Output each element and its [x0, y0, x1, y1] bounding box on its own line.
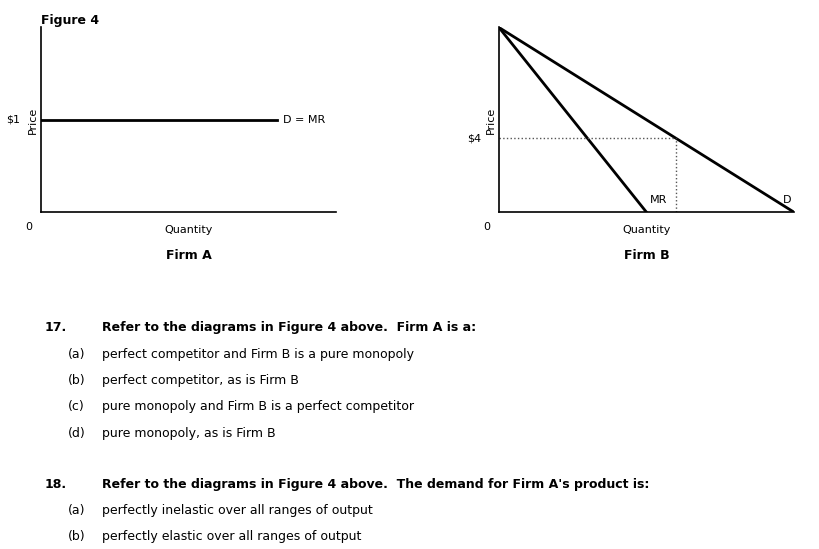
Text: Firm A: Firm A [165, 249, 211, 262]
Y-axis label: Price: Price [28, 107, 38, 133]
Text: Refer to the diagrams in Figure 4 above.  The demand for Firm A's product is:: Refer to the diagrams in Figure 4 above.… [102, 478, 649, 491]
Text: 0: 0 [25, 222, 33, 232]
X-axis label: Quantity: Quantity [622, 226, 671, 236]
Text: (c): (c) [68, 400, 84, 413]
Text: 17.: 17. [45, 321, 67, 334]
Text: 0: 0 [484, 222, 491, 232]
Text: $4: $4 [467, 133, 482, 143]
Text: 18.: 18. [45, 478, 67, 491]
Text: pure monopoly, as is Firm B: pure monopoly, as is Firm B [102, 427, 276, 440]
Text: perfectly inelastic over all ranges of output: perfectly inelastic over all ranges of o… [102, 504, 373, 517]
Text: perfect competitor, as is Firm B: perfect competitor, as is Firm B [102, 374, 299, 387]
Text: D: D [783, 194, 791, 205]
Text: $1: $1 [7, 115, 20, 125]
Text: (d): (d) [68, 427, 86, 440]
Y-axis label: Price: Price [486, 107, 496, 133]
Text: perfect competitor and Firm B is a pure monopoly: perfect competitor and Firm B is a pure … [102, 348, 414, 361]
Text: pure monopoly and Firm B is a perfect competitor: pure monopoly and Firm B is a perfect co… [102, 400, 414, 413]
Text: Firm B: Firm B [624, 249, 669, 262]
Text: Figure 4: Figure 4 [41, 14, 99, 27]
Text: (b): (b) [68, 374, 86, 387]
Text: D = MR: D = MR [283, 115, 325, 125]
Text: perfectly elastic over all ranges of output: perfectly elastic over all ranges of out… [102, 530, 362, 544]
Text: Refer to the diagrams in Figure 4 above.  Firm A is a:: Refer to the diagrams in Figure 4 above.… [102, 321, 477, 334]
Text: (a): (a) [68, 348, 85, 361]
Text: MR: MR [649, 194, 667, 205]
X-axis label: Quantity: Quantity [165, 226, 213, 236]
Text: (b): (b) [68, 530, 86, 544]
Text: (a): (a) [68, 504, 85, 517]
